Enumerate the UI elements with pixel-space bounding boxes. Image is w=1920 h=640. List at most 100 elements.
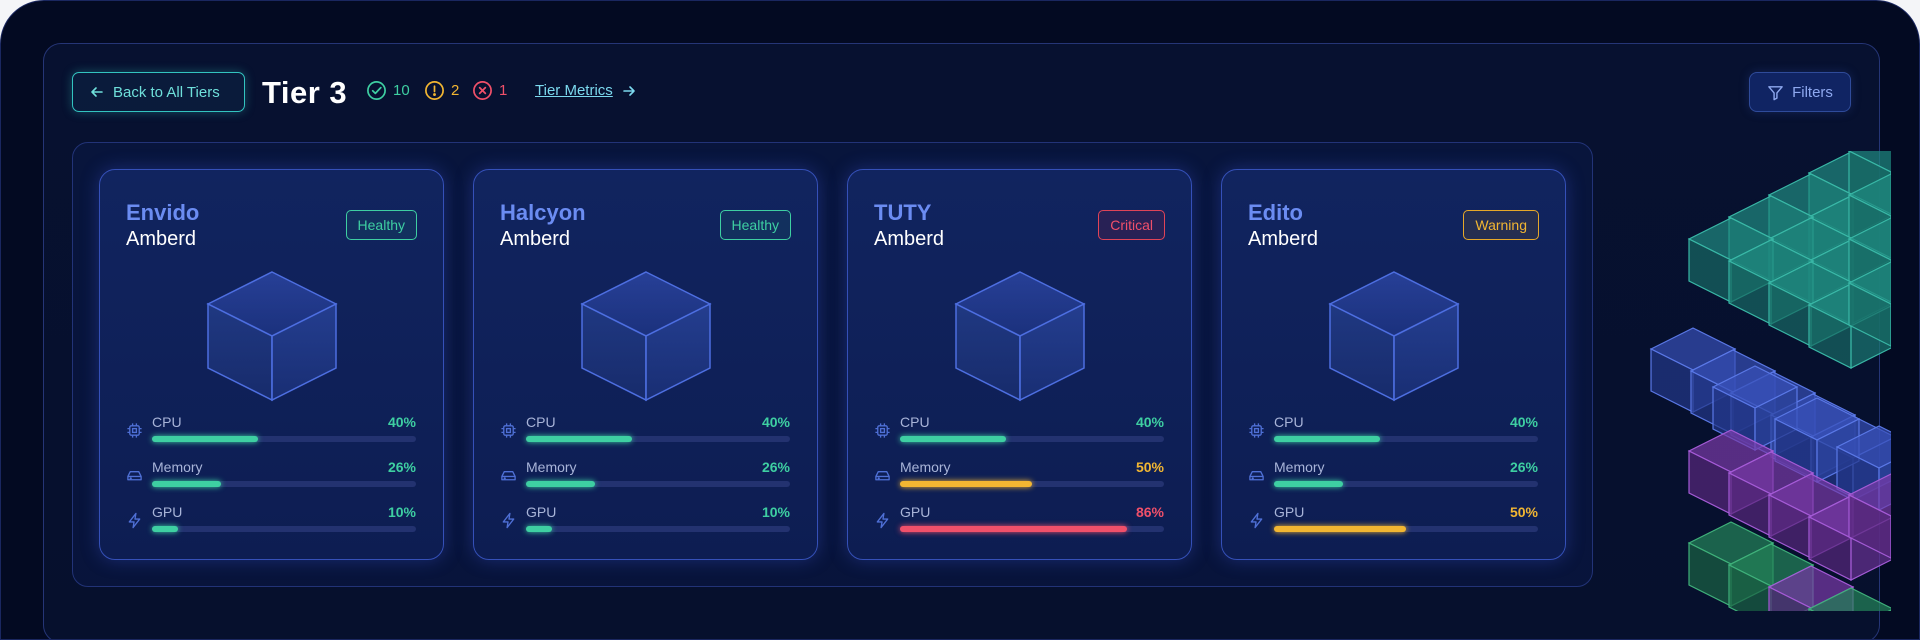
memory-metric: Memory 26% bbox=[1248, 459, 1538, 497]
progress-fill bbox=[900, 436, 1006, 442]
metric-label: CPU bbox=[526, 414, 556, 430]
bolt-icon bbox=[1248, 512, 1265, 529]
warning-count: 2 bbox=[424, 80, 459, 101]
memory-icon bbox=[500, 467, 517, 484]
page-title: Tier 3 bbox=[262, 75, 348, 110]
progress-fill bbox=[152, 481, 221, 487]
progress-track bbox=[900, 481, 1164, 487]
node-card-edito[interactable]: Edito Amberd Warning CPU 40% Memory 26% bbox=[1221, 169, 1566, 560]
decorative-cube-stack bbox=[1649, 151, 1891, 611]
status-badge: Warning bbox=[1463, 210, 1539, 240]
metric-label: GPU bbox=[526, 504, 557, 520]
error-count: 1 bbox=[472, 80, 507, 101]
progress-track bbox=[152, 526, 416, 532]
metric-label: CPU bbox=[1274, 414, 1304, 430]
node-card-tuty[interactable]: TUTY Amberd Critical CPU 40% Memory 50% bbox=[847, 169, 1192, 560]
back-button-label: Back to All Tiers bbox=[113, 83, 220, 101]
progress-fill bbox=[900, 481, 1032, 487]
progress-track bbox=[526, 526, 790, 532]
progress-track bbox=[1274, 481, 1538, 487]
progress-track bbox=[526, 436, 790, 442]
memory-metric: Memory 26% bbox=[500, 459, 790, 497]
node-card-grid: Envido Amberd Healthy CPU 40% Memory 26% bbox=[72, 142, 1593, 587]
metric-value: 50% bbox=[1135, 459, 1164, 475]
progress-fill bbox=[152, 526, 179, 532]
gpu-metric: GPU 86% bbox=[874, 504, 1164, 542]
status-badge: Critical bbox=[1098, 210, 1165, 240]
alert-circle-icon bbox=[425, 81, 444, 100]
progress-fill bbox=[152, 436, 258, 442]
gpu-metric: GPU 50% bbox=[1248, 504, 1538, 542]
progress-fill bbox=[526, 436, 632, 442]
node-cube-icon bbox=[952, 268, 1088, 404]
memory-icon bbox=[874, 467, 891, 484]
metric-value: 26% bbox=[387, 459, 416, 475]
node-name: Halcyon bbox=[500, 200, 586, 225]
metric-label: GPU bbox=[1274, 504, 1305, 520]
metric-value: 40% bbox=[1135, 414, 1164, 430]
metric-label: Memory bbox=[900, 459, 951, 475]
back-to-all-tiers-button[interactable]: Back to All Tiers bbox=[72, 72, 245, 112]
decor-cube bbox=[1847, 261, 1891, 347]
progress-track bbox=[152, 481, 416, 487]
status-badge: Healthy bbox=[719, 210, 791, 240]
progress-fill bbox=[526, 481, 595, 487]
memory-icon bbox=[126, 467, 143, 484]
cpu-icon bbox=[1248, 422, 1265, 439]
node-name: Edito bbox=[1248, 200, 1303, 225]
metric-value: 26% bbox=[761, 459, 790, 475]
node-name: TUTY bbox=[874, 200, 932, 225]
metric-label: Memory bbox=[526, 459, 577, 475]
progress-fill bbox=[526, 526, 553, 532]
metric-value: 10% bbox=[387, 504, 416, 520]
cpu-icon bbox=[126, 422, 143, 439]
metric-value: 86% bbox=[1135, 504, 1164, 520]
filters-label: Filters bbox=[1792, 83, 1833, 101]
cpu-metric: CPU 40% bbox=[1248, 414, 1538, 452]
metric-label: GPU bbox=[900, 504, 931, 520]
filters-button[interactable]: Filters bbox=[1749, 72, 1851, 112]
gpu-metric: GPU 10% bbox=[500, 504, 790, 542]
bolt-icon bbox=[126, 512, 143, 529]
node-cube-icon bbox=[204, 268, 340, 404]
metric-value: 26% bbox=[1509, 459, 1538, 475]
cpu-icon bbox=[874, 422, 891, 439]
node-name: Envido bbox=[126, 200, 200, 225]
progress-track bbox=[152, 436, 416, 442]
node-card-halcyon[interactable]: Halcyon Amberd Healthy CPU 40% Memory 26… bbox=[473, 169, 818, 560]
metric-label: CPU bbox=[900, 414, 930, 430]
node-location: Amberd bbox=[126, 228, 197, 250]
metric-value: 40% bbox=[387, 414, 416, 430]
cpu-metric: CPU 40% bbox=[126, 414, 416, 452]
arrow-right-icon bbox=[622, 85, 635, 96]
tier-metrics-link[interactable]: Tier Metrics bbox=[535, 82, 637, 99]
bolt-icon bbox=[500, 512, 517, 529]
status-badge: Healthy bbox=[345, 210, 417, 240]
progress-track bbox=[526, 481, 790, 487]
progress-track bbox=[900, 526, 1164, 532]
metric-value: 40% bbox=[761, 414, 790, 430]
node-card-envido[interactable]: Envido Amberd Healthy CPU 40% Memory 26% bbox=[99, 169, 444, 560]
cpu-icon bbox=[500, 422, 517, 439]
node-cube-icon bbox=[1326, 268, 1462, 404]
tier-metrics-label: Tier Metrics bbox=[535, 82, 613, 99]
filter-icon bbox=[1768, 85, 1783, 100]
progress-track bbox=[1274, 436, 1538, 442]
memory-metric: Memory 50% bbox=[874, 459, 1164, 497]
metric-label: Memory bbox=[1274, 459, 1325, 475]
arrow-left-icon bbox=[91, 87, 103, 97]
metric-value: 10% bbox=[761, 504, 790, 520]
node-location: Amberd bbox=[500, 228, 571, 250]
bolt-icon bbox=[874, 512, 891, 529]
x-circle-icon bbox=[473, 81, 492, 100]
metric-label: Memory bbox=[152, 459, 203, 475]
progress-fill bbox=[1274, 436, 1380, 442]
metric-label: CPU bbox=[152, 414, 182, 430]
check-circle-icon bbox=[367, 81, 386, 100]
decor-cube bbox=[1847, 473, 1891, 559]
cpu-metric: CPU 40% bbox=[874, 414, 1164, 452]
gpu-metric: GPU 10% bbox=[126, 504, 416, 542]
node-location: Amberd bbox=[874, 228, 945, 250]
error-count-value: 1 bbox=[499, 82, 508, 99]
healthy-count-value: 10 bbox=[393, 82, 410, 99]
